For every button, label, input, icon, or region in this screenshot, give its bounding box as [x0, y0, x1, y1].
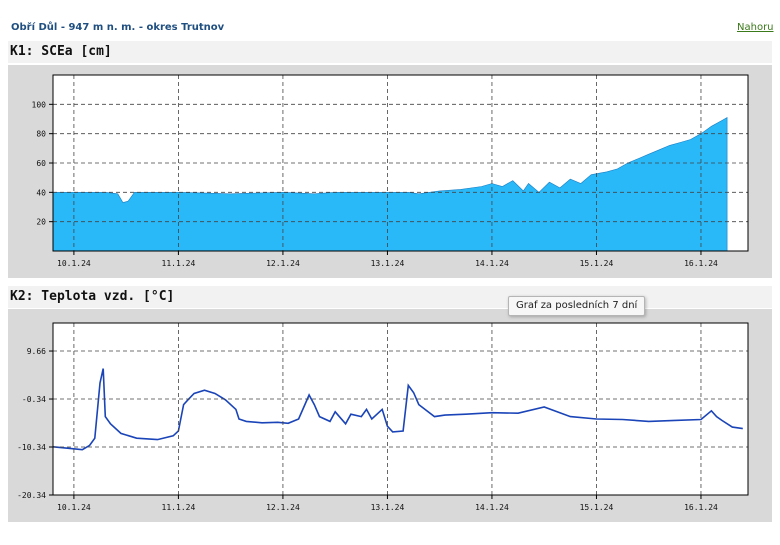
x-tick-label: 10.1.24 [57, 503, 91, 512]
snow-depth-chart: 10.1.24 11.1.24 12.1.24 13.1.24 14.1.24 15.1.… [32, 74, 749, 268]
chart1-title: K1: SCEa [cm] [10, 44, 112, 59]
y-tick-label: -0.34 [22, 395, 46, 404]
temperature-line [52, 368, 743, 451]
x-tick-label: 12.1.24 [266, 259, 300, 268]
x-tick-label: 16.1.24 [684, 259, 718, 268]
plot-border [52, 74, 749, 252]
x-tick-label: 15.1.24 [580, 503, 614, 512]
y-tick-label: 100 [32, 100, 47, 109]
y-tick-label: 40 [36, 188, 46, 197]
x-tick-label: 14.1.24 [475, 503, 509, 512]
chart2-title: K2: Teplota vzd. [°C] [10, 289, 175, 304]
chart1-header: K1: SCEa [cm] [8, 41, 772, 63]
x-tick-label: 10.1.24 [57, 259, 91, 268]
snow-depth-area [52, 116, 728, 252]
x-tick-label: 11.1.24 [162, 503, 196, 512]
y-tick-label: 20 [36, 218, 46, 227]
chart-tooltip: Graf za posledních 7 dní [508, 296, 646, 316]
x-tick-label: 12.1.24 [266, 503, 300, 512]
y-tick-label: -10.34 [17, 443, 46, 452]
y-tick-label: 60 [36, 159, 46, 168]
chart2-frame: 10.1.24 11.1.24 12.1.24 13.1.24 14.1.24 15.1.… [8, 309, 772, 522]
plot-area [53, 323, 748, 495]
x-tick-label: 13.1.24 [371, 259, 405, 268]
x-tick-label: 13.1.24 [371, 503, 405, 512]
chart2-header: K2: Teplota vzd. [°C] [8, 286, 772, 308]
x-tick-label: 14.1.24 [475, 259, 509, 268]
chart1-frame: 10.1.24 11.1.24 12.1.24 13.1.24 14.1.24 15.1.… [8, 65, 772, 278]
x-tick-label: 11.1.24 [162, 259, 196, 268]
y-tick-label: 80 [36, 130, 46, 139]
x-tick-label: 16.1.24 [684, 503, 718, 512]
air-temperature-chart: 10.1.24 11.1.24 12.1.24 13.1.24 14.1.24 15.1.… [17, 322, 749, 512]
top-link[interactable]: Nahoru [737, 22, 774, 33]
y-tick-label: -20.34 [17, 491, 46, 500]
x-tick-label: 15.1.24 [580, 259, 614, 268]
y-tick-label: 9.66 [27, 347, 46, 356]
station-title: Obří Důl - 947 m n. m. - okres Trutnov [11, 22, 225, 33]
plot-border [52, 322, 749, 496]
